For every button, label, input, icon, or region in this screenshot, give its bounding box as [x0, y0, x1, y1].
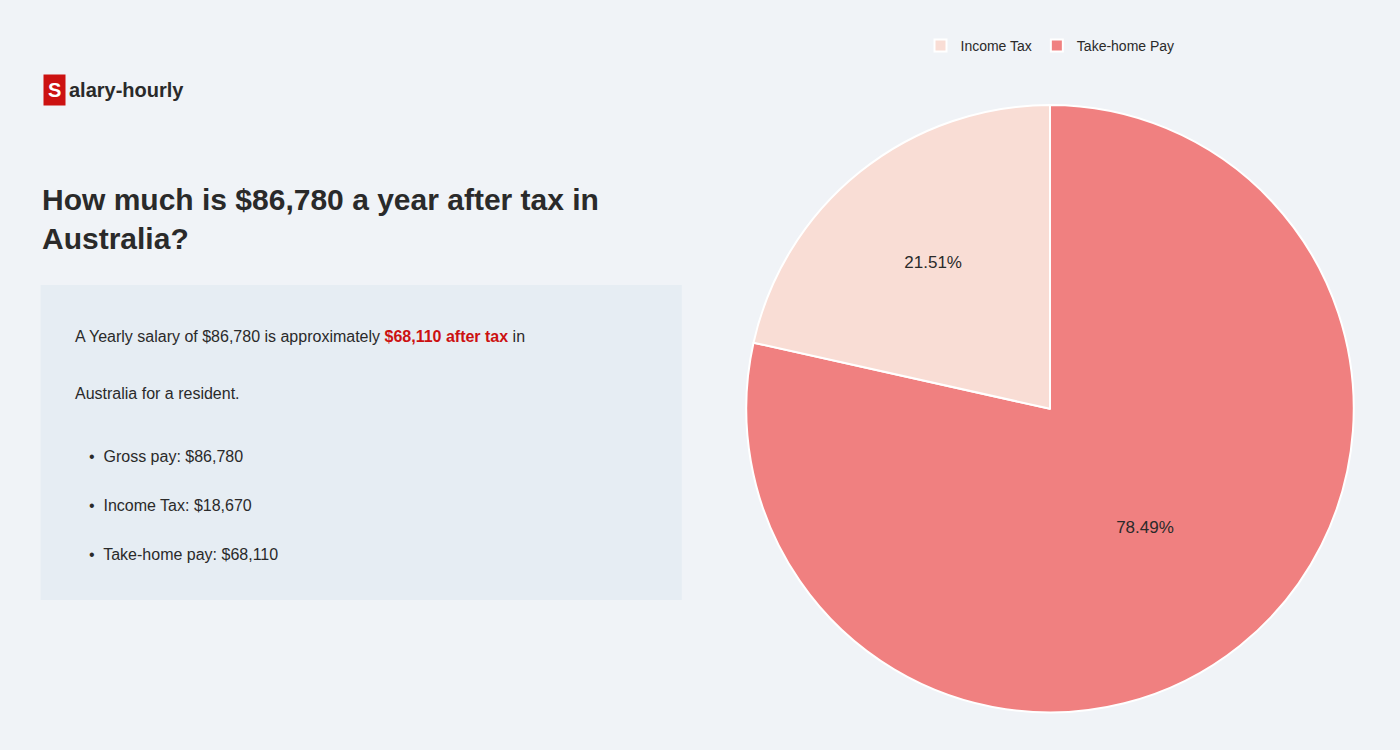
svg-text:How much is $86,780 a year aft: How much is $86,780 a year after tax inA… — [42, 183, 599, 255]
svg-text:21.51%: 21.51% — [904, 253, 962, 272]
svg-text:• Gross pay: $86,780: • Gross pay: $86,780 — [89, 448, 243, 465]
svg-text:A Yearly salary of $86,780 is: A Yearly salary of $86,780 is approximat… — [75, 328, 525, 345]
svg-text:Income Tax: Income Tax — [961, 38, 1032, 54]
svg-text:alary-hourly: alary-hourly — [69, 79, 184, 101]
svg-text:• Income Tax: $18,670: • Income Tax: $18,670 — [89, 497, 252, 514]
svg-text:S: S — [48, 79, 61, 101]
svg-text:Take-home Pay: Take-home Pay — [1077, 38, 1174, 54]
svg-text:• Take-home pay: $68,110: • Take-home pay: $68,110 — [89, 546, 278, 563]
svg-text:Australia for a resident.: Australia for a resident. — [75, 385, 240, 402]
svg-text:78.49%: 78.49% — [1116, 518, 1174, 537]
